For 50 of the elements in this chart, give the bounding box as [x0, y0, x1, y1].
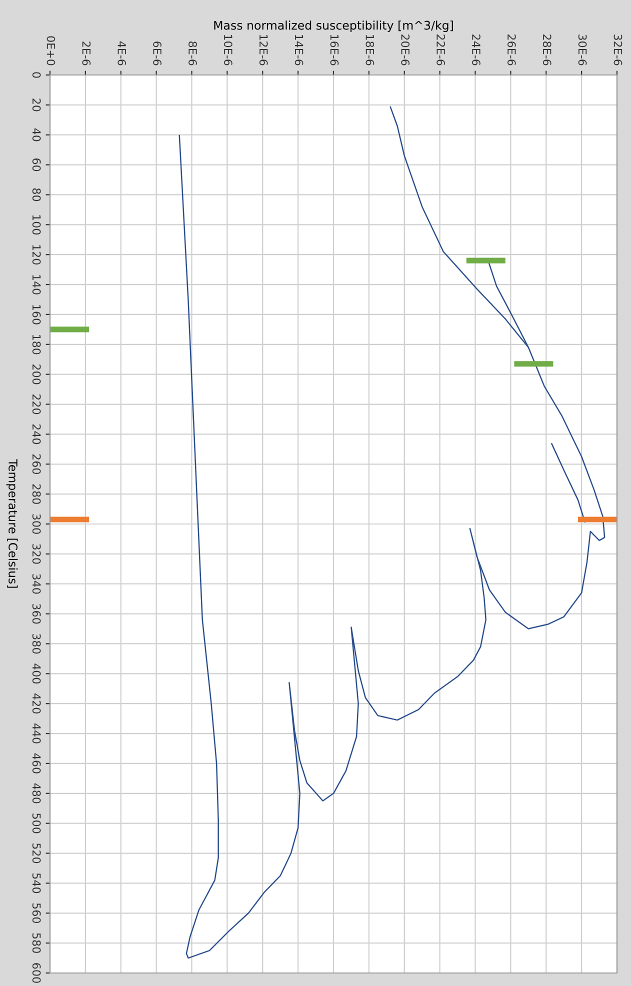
y-tick-label: 600: [32, 963, 41, 983]
y-tick-label: 80: [32, 188, 41, 202]
y-tick-label: 400: [32, 664, 41, 684]
y-tick-label: 520: [32, 844, 41, 864]
y-tick-label: 220: [32, 394, 41, 414]
y-tick-label: 20: [32, 98, 41, 112]
x-tick-label: 2E-6: [82, 42, 91, 66]
x-tick-label: 22E-6: [436, 34, 445, 66]
y-tick-label: 560: [32, 903, 41, 923]
x-tick-label: 24E-6: [472, 34, 480, 66]
y-tick-label: 140: [32, 275, 41, 294]
y-tick-label: 360: [32, 604, 41, 624]
y-tick-label: 60: [32, 158, 41, 172]
y-tick-label: 380: [32, 634, 41, 654]
y-tick-label: 120: [32, 245, 41, 264]
y-tick-label: 180: [32, 335, 41, 354]
x-tick-label: 14E-6: [294, 34, 304, 66]
x-tick-label: 18E-6: [366, 34, 374, 66]
y-tick-label: 260: [32, 454, 41, 474]
y-tick-label: 0: [32, 72, 41, 78]
y-tick-label: 580: [32, 933, 41, 953]
y-tick-label: 440: [32, 723, 41, 744]
y-tick-label: 40: [32, 128, 41, 142]
x-tick-label: 30E-6: [578, 34, 587, 66]
y-tick-label: 340: [32, 574, 41, 594]
y-tick-label: 540: [32, 873, 41, 894]
x-tick-label: 0E+0: [46, 36, 56, 66]
y-tick-label: 240: [32, 424, 41, 444]
x-tick-label: 4E-6: [118, 41, 126, 66]
x-axis-title: Mass normalized susceptibility [m^3/kg]: [214, 20, 453, 32]
y-tick-label: 420: [32, 694, 41, 714]
y-axis-title: Temperature [Celsius]: [6, 459, 18, 588]
x-tick-label: 32E-6: [614, 34, 622, 66]
y-tick-label: 200: [32, 364, 41, 384]
x-tick-label: 16E-6: [330, 34, 339, 66]
x-tick-label: 20E-6: [401, 34, 410, 66]
y-tick-label: 460: [32, 753, 41, 774]
x-tick-label: 12E-6: [259, 34, 268, 66]
x-tick-label: 10E-6: [224, 34, 232, 66]
x-tick-label: 26E-6: [507, 34, 516, 66]
y-tick-label: 480: [32, 783, 41, 804]
y-tick-label: 160: [32, 305, 41, 324]
y-tick-label: 500: [32, 814, 41, 834]
x-tick-label: 28E-6: [542, 34, 552, 66]
y-tick-label: 320: [32, 544, 41, 564]
x-tick-label: 6E-6: [153, 42, 162, 66]
y-tick-label: 300: [32, 514, 41, 534]
x-tick-label: 8E-6: [188, 42, 197, 66]
y-tick-label: 100: [32, 215, 41, 235]
y-tick-label: 280: [32, 484, 41, 504]
